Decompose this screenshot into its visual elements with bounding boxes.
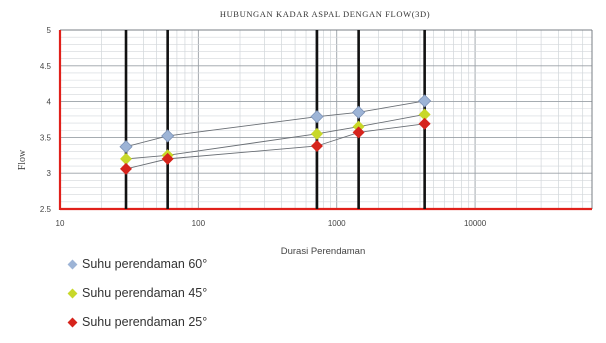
y-tick-label: 2.5	[40, 205, 52, 214]
data-point	[418, 108, 431, 121]
data-point	[120, 152, 133, 165]
legend-item: Suhu perendaman 45°	[66, 285, 207, 301]
series	[119, 94, 432, 175]
data-point	[120, 162, 133, 175]
series-group	[119, 94, 432, 154]
legend-label: Suhu perendaman 25°	[82, 315, 208, 329]
y-tick-label: 3	[47, 169, 52, 178]
legend-item: Suhu perendaman 60°	[66, 256, 207, 272]
data-point	[310, 139, 323, 152]
data-point	[310, 127, 323, 140]
data-point	[161, 129, 175, 143]
grid	[59, 29, 593, 210]
legend-marker	[67, 288, 78, 298]
y-tick-label: 5	[47, 26, 52, 35]
data-point	[352, 126, 365, 139]
x-axis-label: Durasi Perendaman	[281, 246, 366, 257]
data-point	[310, 110, 324, 124]
chart-title: HUBUNGAN KADAR ASPAL DENGAN FLOW(3D)	[220, 9, 430, 19]
series-group	[120, 117, 431, 175]
x-tick-label: 100	[192, 219, 206, 228]
x-tick-label: 1000	[328, 219, 346, 228]
data-point	[418, 117, 431, 130]
data-point	[352, 105, 366, 119]
data-point	[119, 140, 133, 154]
y-tick-label: 4.5	[40, 62, 52, 71]
legend: Suhu perendaman 60° Suhu perendaman 45° Su…	[66, 256, 207, 343]
x-tick-label: 10000	[464, 219, 487, 228]
tick-labels: 2.5 3 3.5 4 4.5 5 10 100 1000 10000	[40, 26, 487, 228]
legend-label: Suhu perendaman 60°	[82, 257, 208, 271]
legend-marker	[67, 317, 78, 327]
legend-item: Suhu perendaman 25°	[66, 314, 207, 330]
y-tick-label: 4	[47, 98, 52, 107]
legend-label: Suhu perendaman 45°	[82, 286, 208, 300]
data-point	[418, 94, 432, 108]
legend-marker	[67, 259, 78, 269]
data-point	[161, 152, 174, 165]
trend-line	[125, 123, 425, 170]
x-tick-label: 10	[56, 219, 65, 228]
y-axis-label: Flow	[17, 149, 28, 170]
axes	[58, 29, 593, 211]
reference-lines	[124, 30, 426, 209]
y-tick-label: 3.5	[40, 133, 52, 142]
